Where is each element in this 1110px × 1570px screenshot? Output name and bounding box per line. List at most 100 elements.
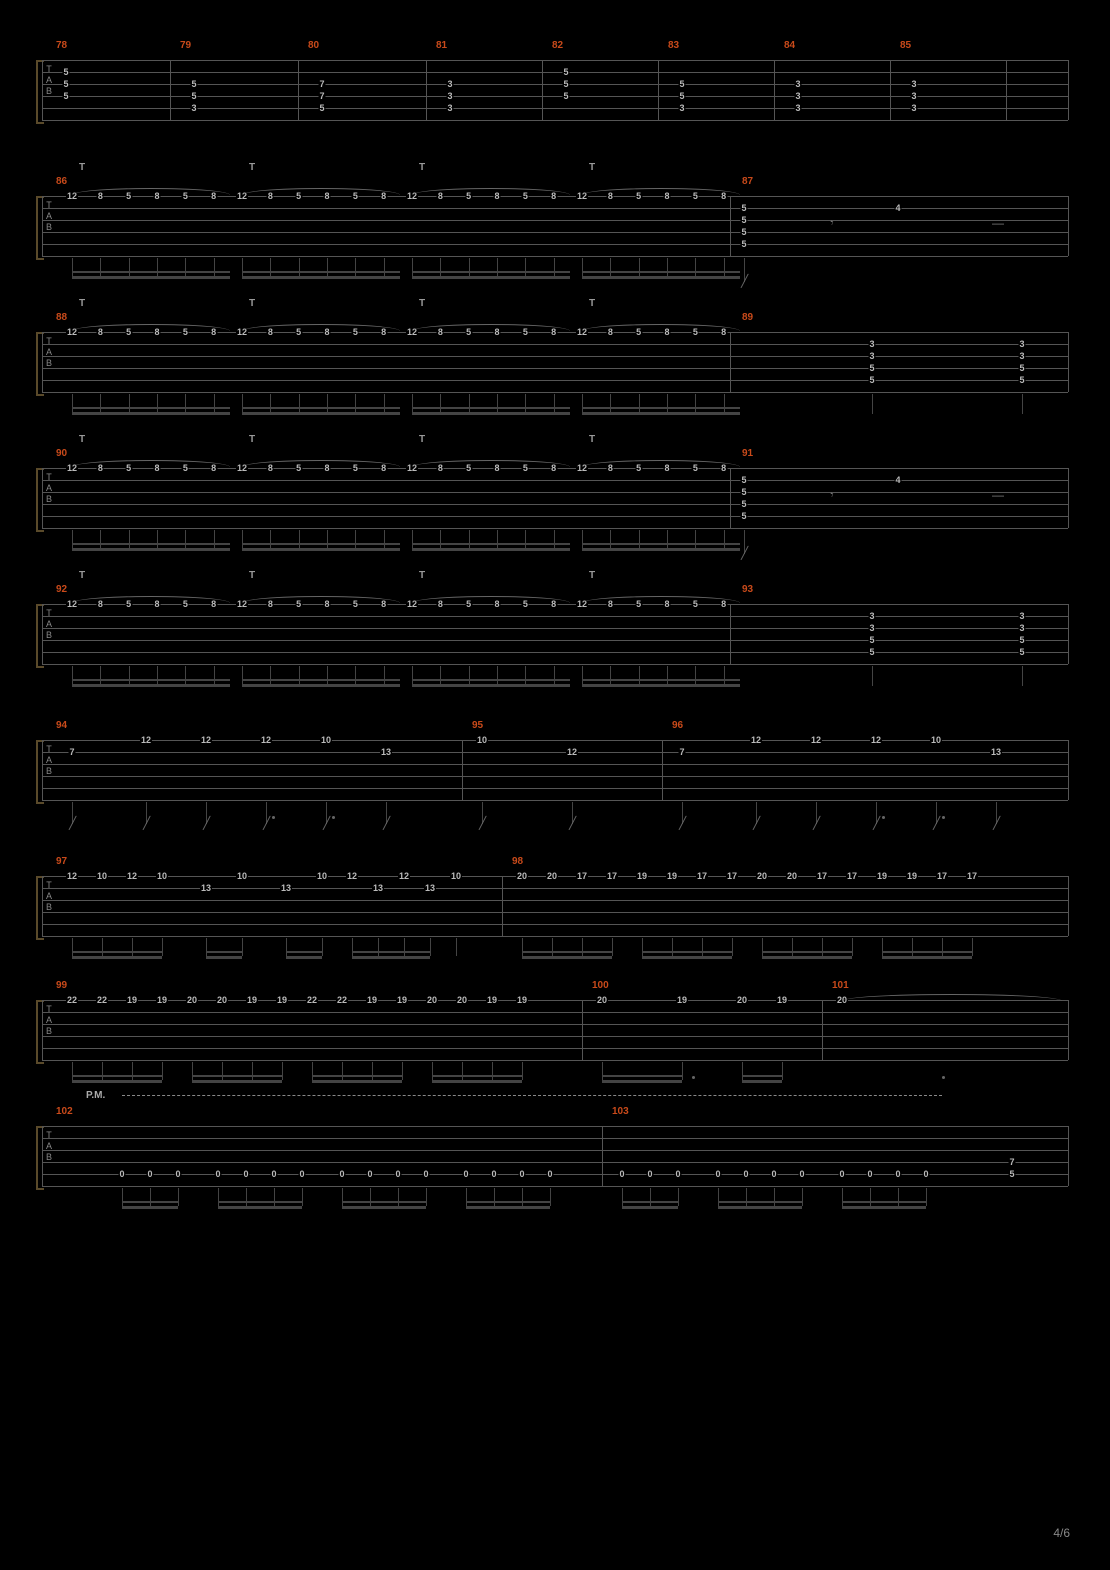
fret-number: 3 [910, 103, 917, 113]
fret-number: 0 [270, 1169, 277, 1179]
tab-system: TAB8687TTTT12858581285858128585812858585… [42, 176, 1068, 296]
technique-marker: T [589, 570, 595, 581]
measure-number: 79 [180, 40, 191, 51]
fret-number: 13 [424, 883, 436, 893]
fret-number: 10 [450, 871, 462, 881]
fret-number: 3 [794, 103, 801, 113]
fret-number: 3 [794, 91, 801, 101]
technique-marker: T [419, 162, 425, 173]
fret-number: 7 [678, 747, 685, 757]
measure-number: 87 [742, 176, 753, 187]
fret-number: 3 [446, 91, 453, 101]
fret-number: 19 [156, 995, 168, 1005]
fret-number: 5 [62, 79, 69, 89]
measure-number: 86 [56, 176, 67, 187]
fret-number: 5 [190, 91, 197, 101]
technique-marker: T [79, 162, 85, 173]
fret-number: 0 [366, 1169, 373, 1179]
fret-number: 19 [126, 995, 138, 1005]
fret-number: 0 [714, 1169, 721, 1179]
fret-number: 3 [678, 103, 685, 113]
fret-number: 20 [426, 995, 438, 1005]
fret-number: 12 [140, 735, 152, 745]
fret-number: 19 [276, 995, 288, 1005]
fret-number: 12 [810, 735, 822, 745]
fret-number: 12 [66, 871, 78, 881]
tab-system: TAB9091TTTT12858581285858128585812858585… [42, 448, 1068, 568]
fret-number: 0 [838, 1169, 845, 1179]
fret-number: 10 [236, 871, 248, 881]
fret-number: 20 [786, 871, 798, 881]
technique-marker: T [79, 570, 85, 581]
fret-number: 10 [96, 871, 108, 881]
fret-number: 19 [876, 871, 888, 881]
fret-number: 5 [562, 91, 569, 101]
fret-number: 12 [566, 747, 578, 757]
fret-number: 0 [770, 1169, 777, 1179]
fret-number: 7 [318, 79, 325, 89]
fret-number: 0 [674, 1169, 681, 1179]
fret-number: 20 [596, 995, 608, 1005]
fret-number: 0 [462, 1169, 469, 1179]
measure-number: 96 [672, 720, 683, 731]
tab-system: TAB7879808182838485555553775333555553333… [42, 40, 1068, 140]
fret-number: 5 [318, 103, 325, 113]
fret-number: 19 [676, 995, 688, 1005]
tab-system: TAB9293TTTT12858581285858128585812858583… [42, 584, 1068, 704]
measure-number: 99 [56, 980, 67, 991]
fret-number: 13 [372, 883, 384, 893]
fret-number: 5 [678, 79, 685, 89]
fret-number: 0 [422, 1169, 429, 1179]
fret-number: 17 [966, 871, 978, 881]
measure-number: 88 [56, 312, 67, 323]
fret-number: 12 [260, 735, 272, 745]
measure-number: 84 [784, 40, 795, 51]
technique-marker: T [419, 298, 425, 309]
measure-number: 81 [436, 40, 447, 51]
fret-number: 17 [696, 871, 708, 881]
fret-number: 20 [456, 995, 468, 1005]
measure-number: 103 [612, 1106, 629, 1117]
fret-number: 0 [490, 1169, 497, 1179]
fret-number: 12 [870, 735, 882, 745]
fret-number: 0 [742, 1169, 749, 1179]
fret-number: 0 [546, 1169, 553, 1179]
technique-marker: T [249, 434, 255, 445]
fret-number: 0 [298, 1169, 305, 1179]
fret-number: 3 [794, 79, 801, 89]
tab-system: TAB9910010122221919202019192222191920201… [42, 980, 1068, 1100]
fret-number: 19 [366, 995, 378, 1005]
fret-number: 0 [118, 1169, 125, 1179]
tab-system: TAB94959671212121013101271212121013╱╱╱╱╱… [42, 720, 1068, 840]
measure-number: 100 [592, 980, 609, 991]
technique-marker: T [419, 570, 425, 581]
measure-number: 93 [742, 584, 753, 595]
measure-number: 91 [742, 448, 753, 459]
technique-marker: T [589, 162, 595, 173]
measure-number: 89 [742, 312, 753, 323]
fret-number: 22 [96, 995, 108, 1005]
fret-number: 3 [910, 79, 917, 89]
fret-number: 19 [906, 871, 918, 881]
fret-number: 7 [1008, 1157, 1015, 1167]
fret-number: 20 [546, 871, 558, 881]
fret-number: 22 [306, 995, 318, 1005]
fret-number: 17 [816, 871, 828, 881]
measure-number: 82 [552, 40, 563, 51]
fret-number: 10 [476, 735, 488, 745]
fret-number: 0 [174, 1169, 181, 1179]
fret-number: 20 [186, 995, 198, 1005]
fret-number: 0 [894, 1169, 901, 1179]
fret-number: 10 [156, 871, 168, 881]
measure-number: 97 [56, 856, 67, 867]
fret-number: 10 [316, 871, 328, 881]
fret-number: 20 [216, 995, 228, 1005]
fret-number: 5 [190, 79, 197, 89]
technique-marker: T [249, 298, 255, 309]
fret-number: 0 [866, 1169, 873, 1179]
fret-number: 17 [576, 871, 588, 881]
fret-number: 19 [396, 995, 408, 1005]
fret-number: 19 [486, 995, 498, 1005]
measure-number: 85 [900, 40, 911, 51]
fret-number: 10 [930, 735, 942, 745]
